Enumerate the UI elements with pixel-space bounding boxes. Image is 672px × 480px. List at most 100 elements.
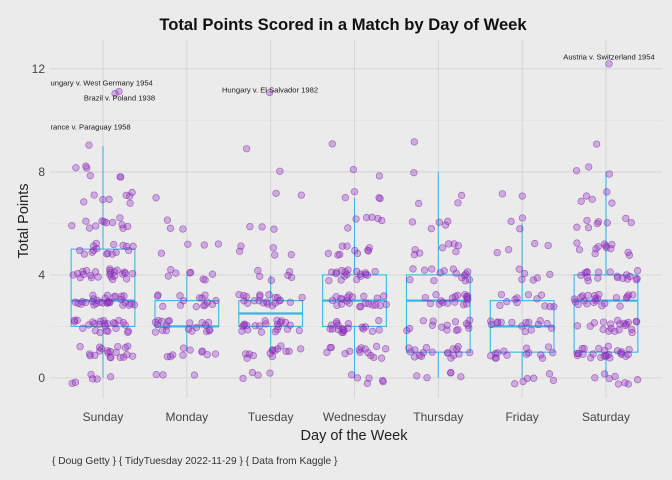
data-point	[615, 326, 623, 334]
data-point	[463, 300, 471, 308]
x-axis-title: Day of the Week	[301, 428, 409, 444]
data-point	[518, 192, 526, 200]
data-point	[584, 277, 592, 285]
data-point	[440, 267, 448, 275]
data-point	[614, 380, 623, 388]
data-point	[85, 224, 94, 232]
data-point	[365, 374, 373, 382]
data-point	[123, 275, 131, 283]
data-point	[365, 244, 373, 252]
data-point	[603, 219, 612, 227]
data-point	[518, 322, 526, 330]
data-point	[454, 241, 462, 250]
data-point	[601, 299, 609, 308]
data-point	[275, 297, 283, 305]
data-point	[271, 328, 279, 336]
data-point	[543, 319, 551, 328]
data-point	[86, 172, 94, 180]
data-point	[447, 368, 455, 377]
data-point	[633, 267, 642, 275]
data-point	[126, 199, 134, 207]
data-point	[116, 214, 124, 222]
data-point	[585, 163, 593, 171]
box-wednesday	[322, 197, 387, 378]
data-point	[349, 165, 358, 174]
data-point	[112, 248, 120, 257]
data-point	[82, 217, 90, 225]
data-point	[595, 290, 603, 299]
data-point	[179, 344, 188, 352]
data-point	[587, 354, 595, 362]
data-point	[172, 269, 180, 277]
data-point	[426, 299, 435, 308]
data-point	[463, 294, 471, 302]
data-point	[608, 199, 616, 207]
data-point	[518, 275, 526, 284]
data-point	[577, 197, 585, 205]
data-point	[70, 316, 79, 324]
data-point	[261, 317, 269, 325]
x-tick-label: Saturday	[582, 410, 630, 424]
data-point	[265, 291, 273, 299]
data-point	[527, 326, 535, 334]
annotation-label: Brazil v. Poland 1938	[84, 94, 155, 103]
data-point	[105, 195, 113, 204]
data-point	[621, 321, 629, 330]
data-point	[360, 292, 368, 300]
data-point	[573, 239, 581, 247]
data-point	[507, 217, 515, 226]
annotation-label: ungary v. West Germany 1954	[51, 79, 153, 88]
data-point	[271, 251, 279, 259]
highlighted-data-point	[266, 88, 274, 97]
data-point	[534, 320, 542, 329]
data-point	[590, 319, 598, 327]
data-point	[622, 214, 630, 223]
data-point	[257, 328, 266, 336]
data-point	[448, 294, 457, 302]
data-point	[206, 326, 214, 334]
data-point	[578, 344, 586, 353]
data-point	[508, 318, 516, 327]
data-point	[242, 350, 250, 358]
data-point	[529, 276, 537, 284]
data-point	[269, 244, 277, 252]
data-point	[602, 244, 611, 252]
data-point	[103, 347, 112, 355]
data-point	[96, 317, 105, 325]
data-point	[453, 345, 461, 353]
data-point	[582, 192, 591, 200]
data-point	[164, 272, 173, 280]
data-point	[450, 240, 458, 248]
data-point	[613, 273, 622, 282]
data-point	[599, 325, 607, 334]
data-point	[103, 291, 112, 299]
data-point	[362, 299, 370, 307]
data-point	[466, 348, 474, 357]
data-point	[594, 243, 602, 251]
data-point	[364, 348, 372, 357]
data-point	[214, 240, 223, 248]
data-point	[580, 297, 588, 305]
data-point	[92, 222, 100, 230]
data-point	[328, 140, 336, 148]
data-point	[176, 292, 184, 300]
data-point	[604, 342, 613, 350]
data-point	[516, 225, 524, 233]
data-point	[584, 223, 593, 232]
data-point	[546, 270, 554, 279]
data-point	[575, 349, 583, 358]
data-point	[165, 316, 174, 325]
data-point	[242, 145, 251, 153]
data-point	[375, 194, 383, 202]
data-point	[428, 321, 437, 329]
data-point	[100, 217, 108, 226]
data-point	[533, 295, 541, 303]
data-point	[633, 375, 642, 384]
data-point	[199, 275, 207, 283]
data-point	[89, 291, 97, 299]
data-point	[536, 317, 544, 325]
data-point	[121, 344, 129, 352]
data-point	[284, 271, 292, 280]
data-point	[428, 265, 436, 273]
data-point	[286, 298, 294, 306]
